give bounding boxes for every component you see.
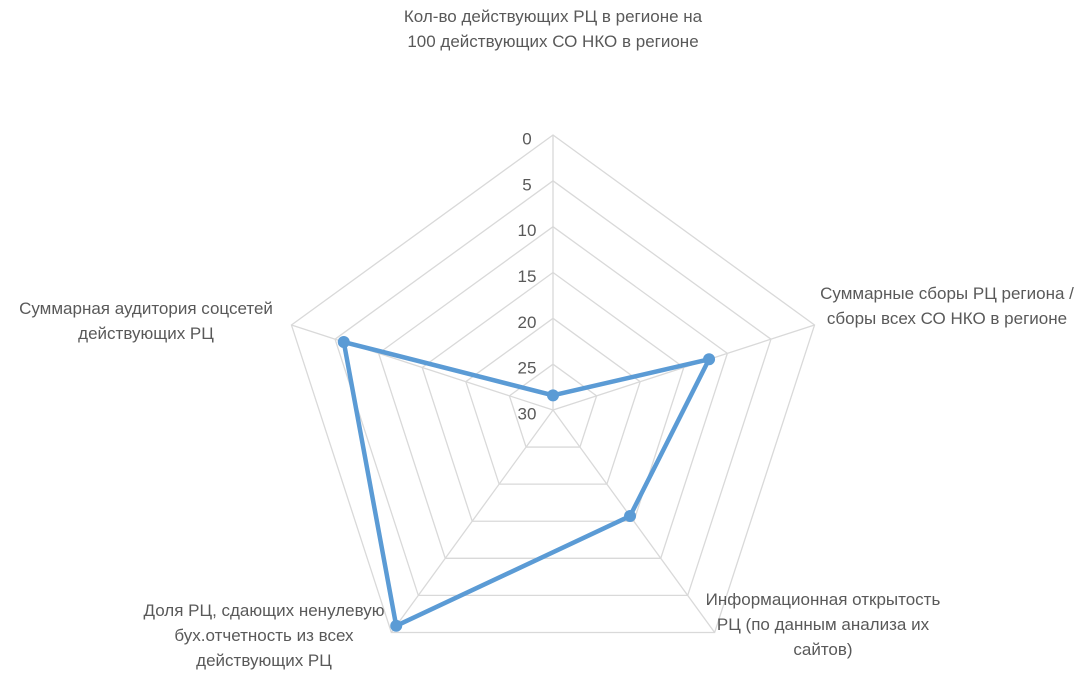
data-point: [337, 336, 350, 349]
axis-tick-label: 25: [518, 359, 537, 378]
category-label: Суммарная аудитория соцсетей действующих…: [19, 299, 273, 343]
series-line: [341, 339, 712, 629]
data-point: [547, 389, 559, 402]
grid-ring: [377, 225, 729, 559]
category-label: Информационная открытость РЦ (по данным …: [705, 590, 941, 659]
data-point: [624, 510, 637, 523]
category-label: Кол-во действующих РЦ в регионе на 100 д…: [403, 7, 703, 51]
category-label: Доля РЦ, сдающих ненулевую бух.отчетност…: [143, 601, 385, 670]
axis-tick-label: 0: [522, 129, 531, 148]
category-label: Суммарные сборы РЦ региона / сборы всех …: [820, 284, 1074, 328]
data-point: [390, 619, 403, 632]
grid-ring: [508, 363, 598, 448]
axis-tick-label: 10: [518, 221, 537, 240]
grid-ring: [334, 180, 772, 597]
data-point: [703, 353, 716, 366]
grid-ring: [421, 271, 685, 522]
axis-tick-label: 30: [518, 404, 537, 423]
axis-tick-label: 20: [518, 313, 537, 332]
grid-ring: [290, 134, 816, 634]
grid-ring: [465, 317, 641, 485]
axis-tick-label: 15: [518, 267, 537, 286]
axis-tick-label: 5: [522, 175, 531, 194]
